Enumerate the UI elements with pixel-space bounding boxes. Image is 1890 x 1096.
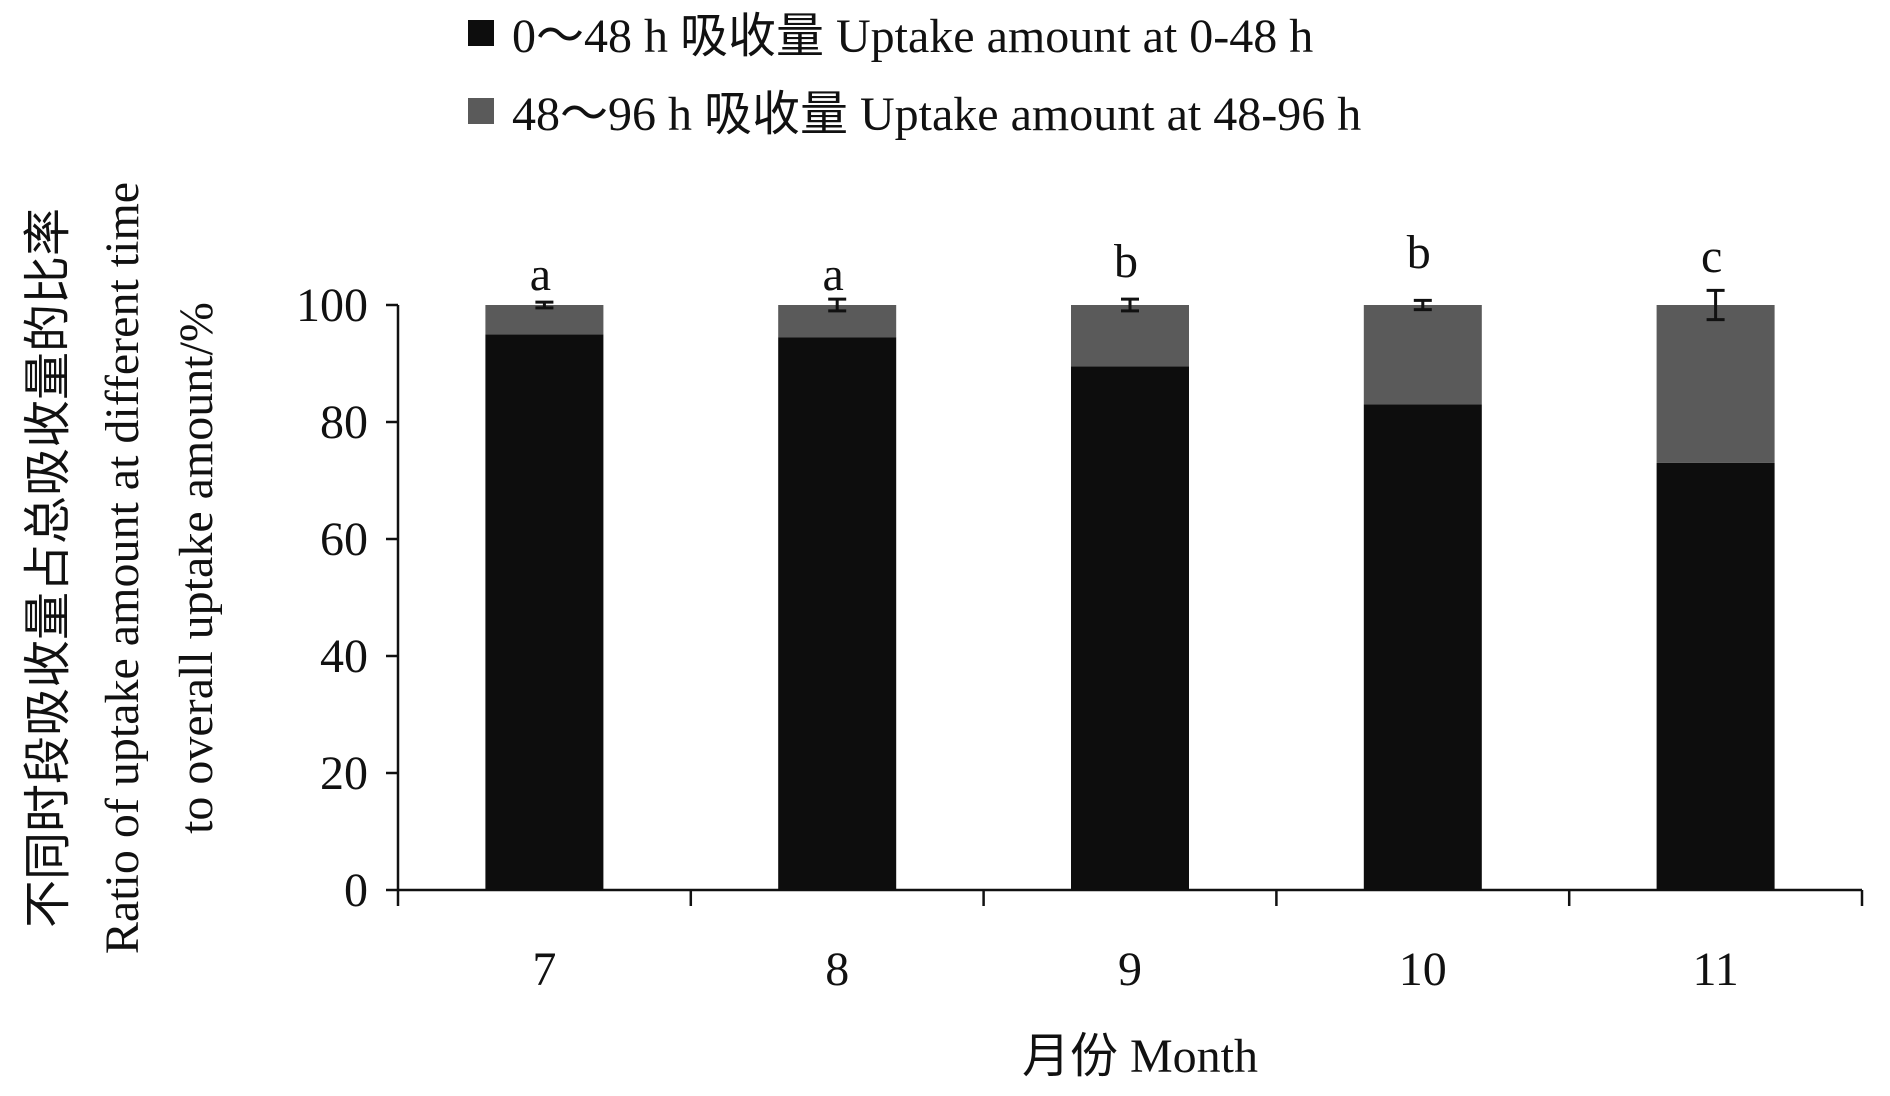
legend-label: 48～96 h 吸收量 Uptake amount at 48-96 h — [512, 88, 1361, 141]
legend-label: 0～48 h 吸收量 Uptake amount at 0-48 h — [512, 10, 1313, 63]
y-axis-title-line: to overall uptake amount/% — [170, 302, 223, 834]
x-axis: 7 8 9 10 11 — [396, 888, 1864, 996]
error-bar — [535, 300, 554, 310]
error-bar — [1121, 297, 1139, 313]
bar-segment-series-0 — [1656, 462, 1775, 890]
bar-segment-series-0 — [778, 337, 897, 890]
legend-swatch — [468, 20, 494, 46]
x-tick-label: 11 — [1692, 943, 1738, 996]
legend-swatch — [468, 98, 494, 124]
x-tick-label: 9 — [1118, 943, 1142, 996]
x-tick-label: 7 — [532, 943, 556, 996]
x-axis-title: 月份 Month — [1022, 1030, 1258, 1083]
significance-label: b — [1114, 235, 1138, 288]
bar-segment-series-0 — [1363, 404, 1482, 890]
y-tick-label: 100 — [296, 279, 368, 332]
error-bars — [535, 288, 1725, 322]
x-tick-label: 10 — [1399, 943, 1447, 996]
bar-segment-series-1 — [1071, 305, 1189, 367]
error-bar — [1413, 298, 1432, 312]
y-axis: 0 20 40 60 80 100 — [296, 279, 400, 917]
y-tick-label: 40 — [320, 630, 368, 683]
bar-segment-series-0 — [485, 334, 604, 890]
y-axis-title-line: 不同时段吸收量占总吸收量的比率 — [22, 208, 75, 928]
y-tick-label: 80 — [320, 396, 368, 449]
bar-segment-series-1 — [1363, 305, 1482, 405]
significance-label: a — [823, 248, 844, 301]
significance-label: c — [1701, 230, 1722, 283]
bar-segment-series-1 — [1656, 305, 1775, 463]
x-tick-label: 8 — [825, 943, 849, 996]
y-axis-title-line: Ratio of uptake amount at different time — [96, 182, 149, 954]
error-bar — [1706, 288, 1725, 322]
y-tick-label: 20 — [320, 747, 368, 800]
error-bar — [828, 297, 847, 313]
significance-label: a — [530, 248, 551, 301]
y-tick-label: 0 — [344, 864, 368, 917]
y-axis-title: 不同时段吸收量占总吸收量的比率 Ratio of uptake amount at… — [22, 182, 223, 954]
bars — [485, 305, 1775, 890]
bar-segment-series-1 — [485, 305, 604, 335]
significance-label: b — [1407, 226, 1431, 279]
legend: 0～48 h 吸收量 Uptake amount at 0-48 h 48～96 … — [468, 10, 1361, 141]
bar-segment-series-0 — [1071, 366, 1189, 890]
y-tick-label: 60 — [320, 513, 368, 566]
